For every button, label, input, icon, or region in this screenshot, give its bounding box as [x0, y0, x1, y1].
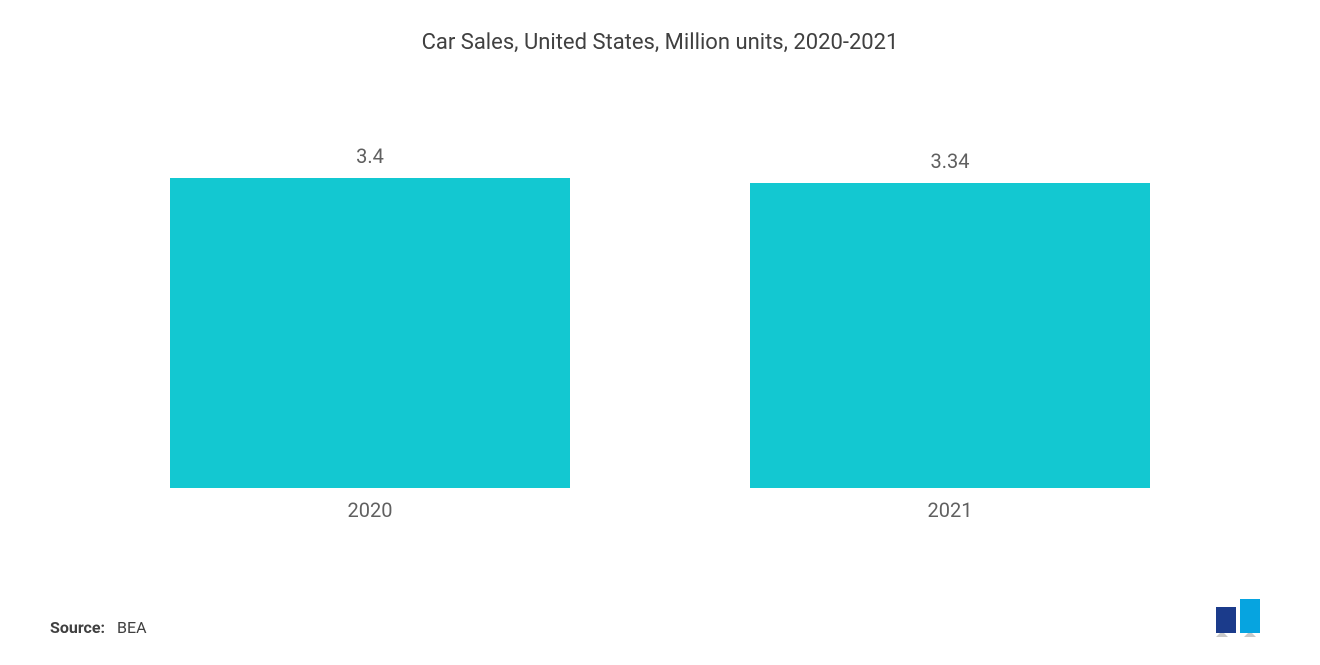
value-label-1: 3.34 [931, 149, 970, 173]
bar-1 [750, 183, 1150, 488]
bar-group-0: 3.4 2020 [170, 144, 570, 522]
source-line: Source: BEA [50, 618, 147, 637]
footer: Source: BEA [50, 599, 1270, 645]
chart-container: Car Sales, United States, Million units,… [0, 0, 1320, 665]
plot-area: 3.4 2020 3.34 2021 [50, 135, 1270, 534]
bar-group-1: 3.34 2021 [750, 149, 1150, 522]
source-text: BEA [117, 618, 147, 637]
source-prefix: Source: [50, 618, 105, 637]
category-label-0: 2020 [348, 498, 393, 522]
chart-title: Car Sales, United States, Million units,… [50, 30, 1270, 55]
category-label-1: 2021 [928, 498, 973, 522]
brand-logo-icon [1210, 599, 1270, 637]
bar-0 [170, 178, 570, 488]
value-label-0: 3.4 [356, 144, 384, 168]
